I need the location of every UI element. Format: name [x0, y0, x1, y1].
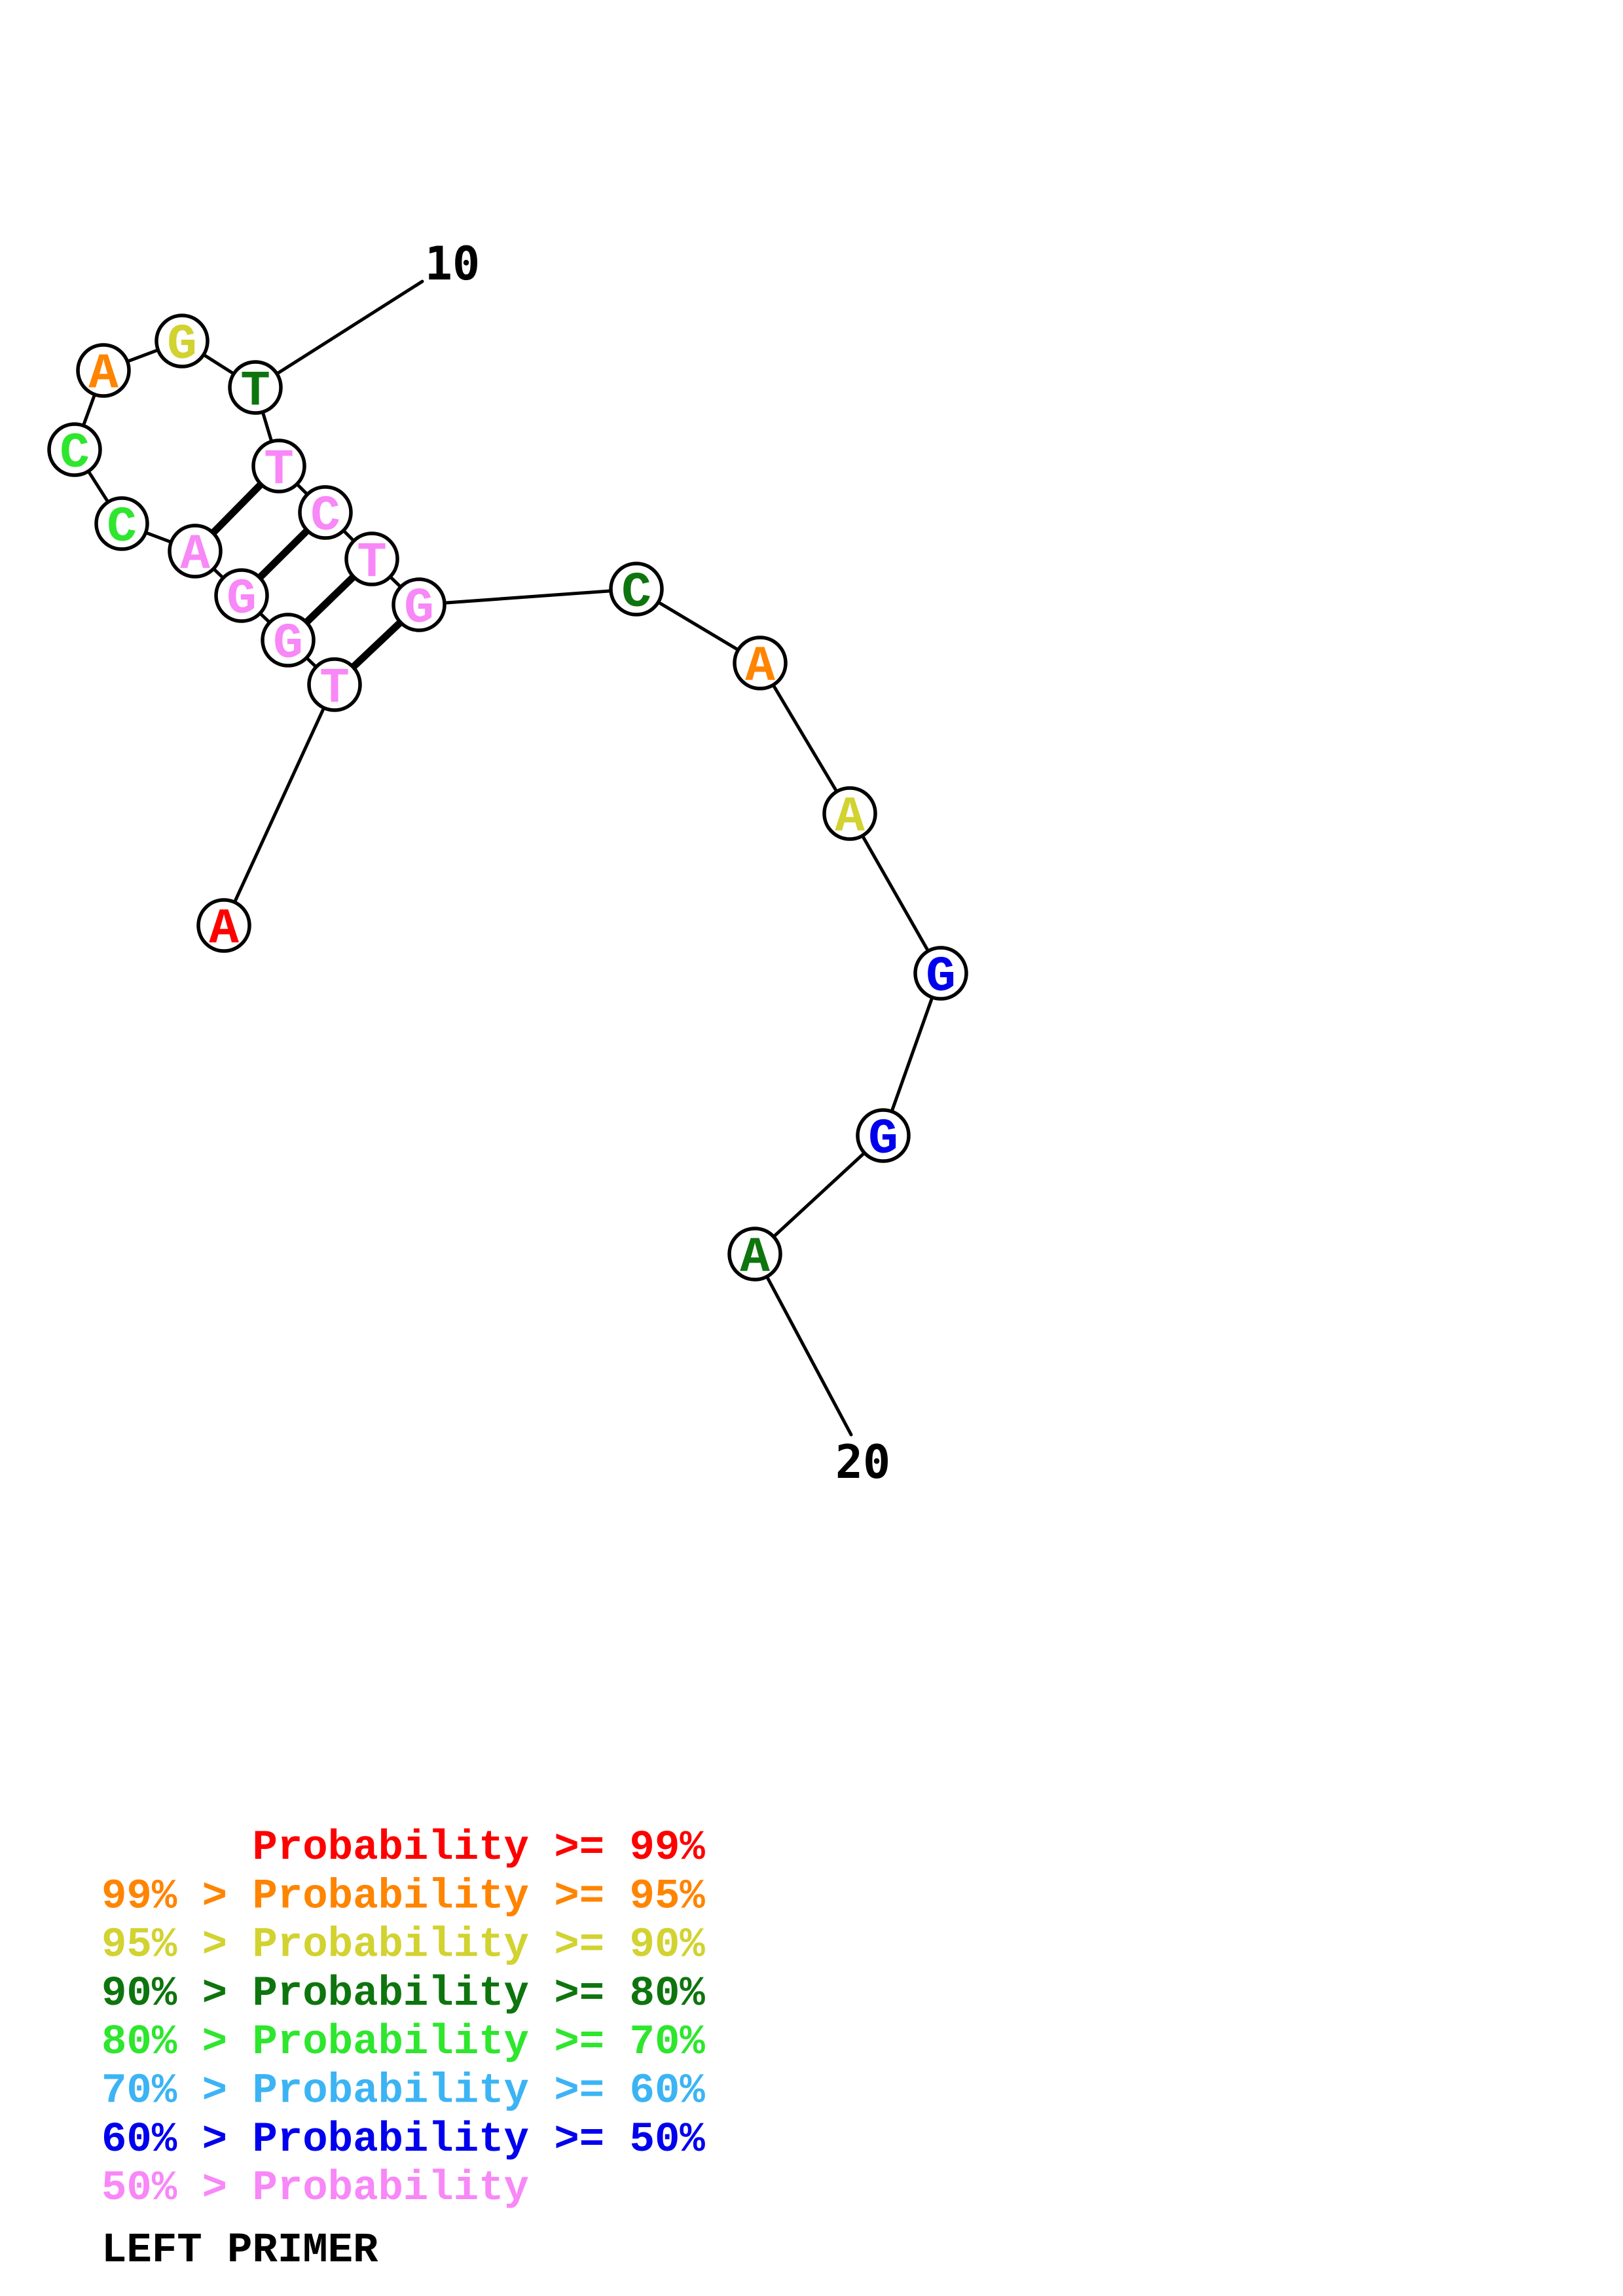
base-node-12	[298, 485, 353, 540]
base-letter-14: G	[404, 581, 434, 637]
legend-row-2: 99% > Probability >= 95%	[101, 1873, 705, 1920]
base-letter-4: G	[227, 571, 257, 628]
base-node-2	[307, 657, 362, 712]
base-letter-17: A	[835, 789, 865, 846]
backbone-edge-16-17	[758, 661, 852, 816]
base-letter-7: C	[60, 425, 90, 482]
base-node-13	[344, 531, 399, 586]
legend-row-3: 95% > Probability >= 90%	[101, 1922, 705, 1969]
base-letter-11: T	[264, 442, 294, 498]
base-node-7	[47, 422, 102, 477]
position-label-10: 10	[425, 237, 480, 291]
base-letter-15: C	[621, 565, 651, 621]
backbone-edges	[73, 339, 943, 1256]
position-label-20: 20	[835, 1435, 890, 1489]
base-letter-16: A	[745, 639, 775, 695]
backbone-edge-19-20	[753, 1134, 885, 1256]
base-letter-1: A	[209, 901, 239, 958]
base-node-20	[727, 1227, 782, 1282]
base-node-6	[94, 496, 149, 551]
backbone-edge-1-2	[222, 683, 337, 927]
base-letter-10: T	[240, 363, 270, 420]
legend-row-5: 80% > Probability >= 70%	[101, 2019, 705, 2066]
base-letter-13: T	[357, 535, 387, 591]
label-line-20	[753, 1252, 853, 1437]
position-labels: 10 20	[425, 237, 890, 1489]
base-letter-12: C	[310, 488, 340, 545]
base-node-5	[168, 524, 223, 579]
legend-row-6: 70% > Probability >= 60%	[101, 2068, 705, 2115]
base-letter-6: C	[107, 499, 137, 556]
base-node-16	[733, 636, 788, 691]
base-letter-19: G	[868, 1111, 898, 1168]
base-node-4	[214, 568, 269, 623]
legend-row-4: 90% > Probability >= 80%	[101, 1971, 705, 2018]
legend-row-7: 60% > Probability >= 50%	[101, 2117, 705, 2164]
base-letter-2: T	[319, 660, 350, 717]
base-letter-3: G	[273, 616, 303, 672]
base-node-9	[155, 314, 210, 368]
base-node-8	[76, 343, 131, 398]
position-label-lines	[253, 279, 853, 1437]
base-node-19	[856, 1108, 911, 1163]
base-node-1	[196, 898, 251, 953]
base-node-18	[913, 946, 968, 1001]
label-line-10	[253, 279, 424, 389]
base-node-10	[228, 360, 283, 415]
base-node-17	[822, 786, 877, 841]
base-node-11	[251, 439, 306, 493]
backbone-edge-14-15	[417, 587, 638, 607]
base-node-14	[392, 577, 447, 632]
base-letter-5: A	[180, 527, 210, 583]
left-primer-label: LEFT PRIMER	[101, 2227, 378, 2274]
base-letter-8: A	[88, 346, 119, 403]
backbone-edge-17-18	[848, 812, 943, 975]
base-node-3	[261, 613, 316, 668]
base-letter-18: G	[926, 949, 956, 1005]
legend-row-8: 50% > Probability	[101, 2165, 529, 2212]
base-letter-20: A	[740, 1230, 770, 1286]
base-node-15	[609, 562, 664, 617]
base-letter-9: G	[167, 317, 197, 373]
probability-legend: Probability >= 99%99% > Probability >= 9…	[101, 1825, 705, 2212]
backbone-edge-18-19	[881, 971, 943, 1138]
legend-row-1: Probability >= 99%	[101, 1825, 705, 1872]
